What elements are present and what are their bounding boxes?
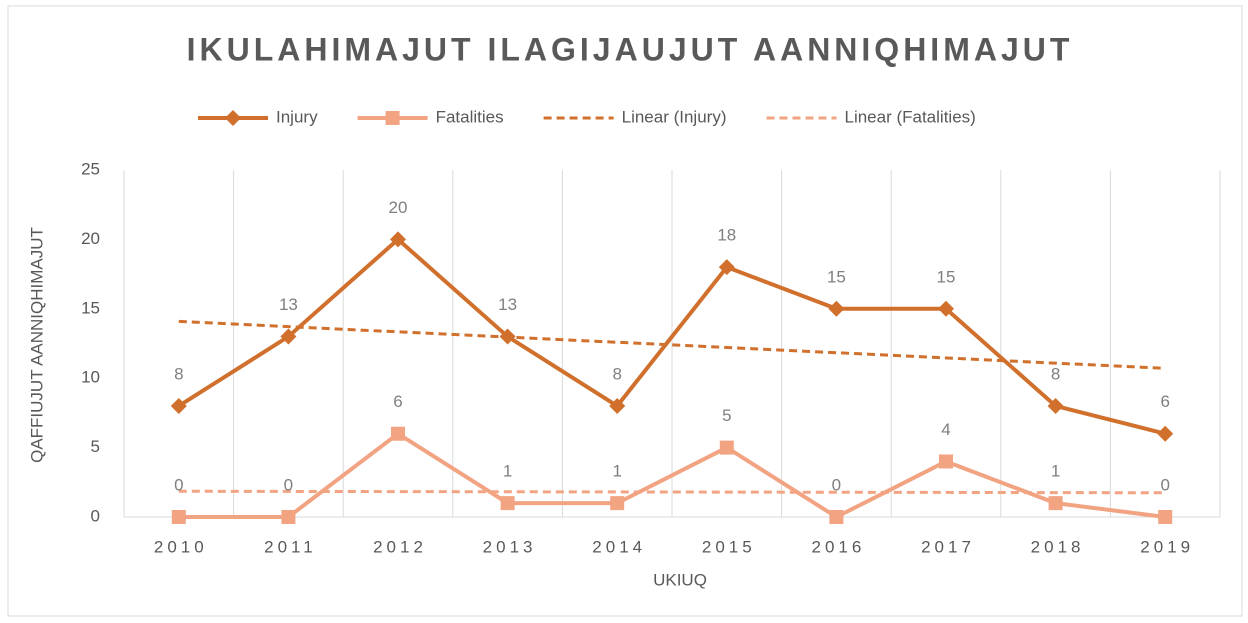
marker (719, 440, 734, 455)
x-axis-label: UKIUQ (653, 570, 707, 589)
y-tick-label: 10 (81, 368, 100, 387)
data-label: 13 (498, 295, 517, 314)
marker (610, 496, 625, 511)
marker (1158, 510, 1173, 524)
x-tick-label: 2019 (1140, 537, 1194, 556)
x-tick-label: 2013 (483, 537, 537, 556)
x-tick-label: 2015 (702, 537, 756, 556)
legend-label: Injury (276, 107, 318, 126)
data-label: 15 (937, 267, 956, 286)
marker (829, 510, 844, 524)
line (177, 236, 1166, 436)
trendline (178, 319, 1166, 370)
data-label: 6 (1160, 392, 1169, 411)
x-tick-label: 2010 (154, 537, 208, 556)
x-tick-label: 2011 (264, 537, 317, 556)
marker (1048, 496, 1063, 511)
y-tick-label: 5 (91, 437, 100, 456)
x-tick-label: 2018 (1031, 537, 1085, 556)
legend-label: Linear (Fatalities) (844, 107, 975, 126)
data-label: 1 (612, 462, 621, 481)
data-label: 0 (174, 475, 183, 494)
data-label: 8 (174, 364, 183, 383)
line (178, 431, 1166, 520)
y-tick-label: 15 (81, 298, 100, 317)
y-tick-label: 0 (91, 506, 100, 525)
data-label: 18 (717, 226, 736, 245)
x-tick-label: 2014 (592, 537, 646, 556)
marker (385, 111, 400, 125)
data-label: 13 (279, 295, 298, 314)
legend-label: Linear (Injury) (622, 107, 727, 126)
marker (390, 231, 406, 248)
data-label: 0 (284, 475, 293, 494)
data-label: 0 (1160, 475, 1169, 494)
marker (1047, 397, 1064, 414)
x-tick-label: 2012 (373, 537, 427, 556)
data-label: 20 (389, 198, 408, 217)
marker (1157, 425, 1174, 442)
marker (499, 328, 516, 345)
data-label: 0 (832, 475, 841, 494)
y-tick-label: 25 (81, 159, 100, 178)
data-label: 5 (722, 406, 731, 425)
trendline (178, 489, 1166, 495)
legend-label: Fatalities (436, 107, 504, 126)
marker (225, 110, 241, 126)
data-label: 6 (393, 392, 402, 411)
y-tick-label: 20 (81, 229, 100, 248)
marker (170, 397, 187, 414)
data-label: 1 (1051, 462, 1060, 481)
chart-title: IKULAHIMAJUT ILAGIJAUJUT AANNIQHIMAJUT (187, 31, 1074, 67)
x-tick-label: 2017 (921, 537, 975, 556)
data-label: 15 (827, 267, 846, 286)
marker (281, 510, 296, 524)
marker (938, 300, 954, 317)
marker (939, 454, 953, 469)
marker (718, 259, 735, 276)
marker (280, 328, 297, 345)
marker (500, 496, 515, 511)
marker (171, 510, 186, 524)
chart-border (7, 5, 1243, 617)
marker (609, 397, 626, 414)
data-label: 8 (1051, 364, 1060, 383)
data-label: 4 (941, 420, 950, 439)
y-axis-label: QAFFIUJUT AANNIQHIMAJUT (27, 227, 46, 463)
marker (828, 300, 845, 317)
marker (391, 426, 405, 441)
data-label: 8 (612, 364, 621, 383)
data-label: 1 (503, 462, 512, 481)
x-tick-label: 2016 (811, 537, 865, 556)
